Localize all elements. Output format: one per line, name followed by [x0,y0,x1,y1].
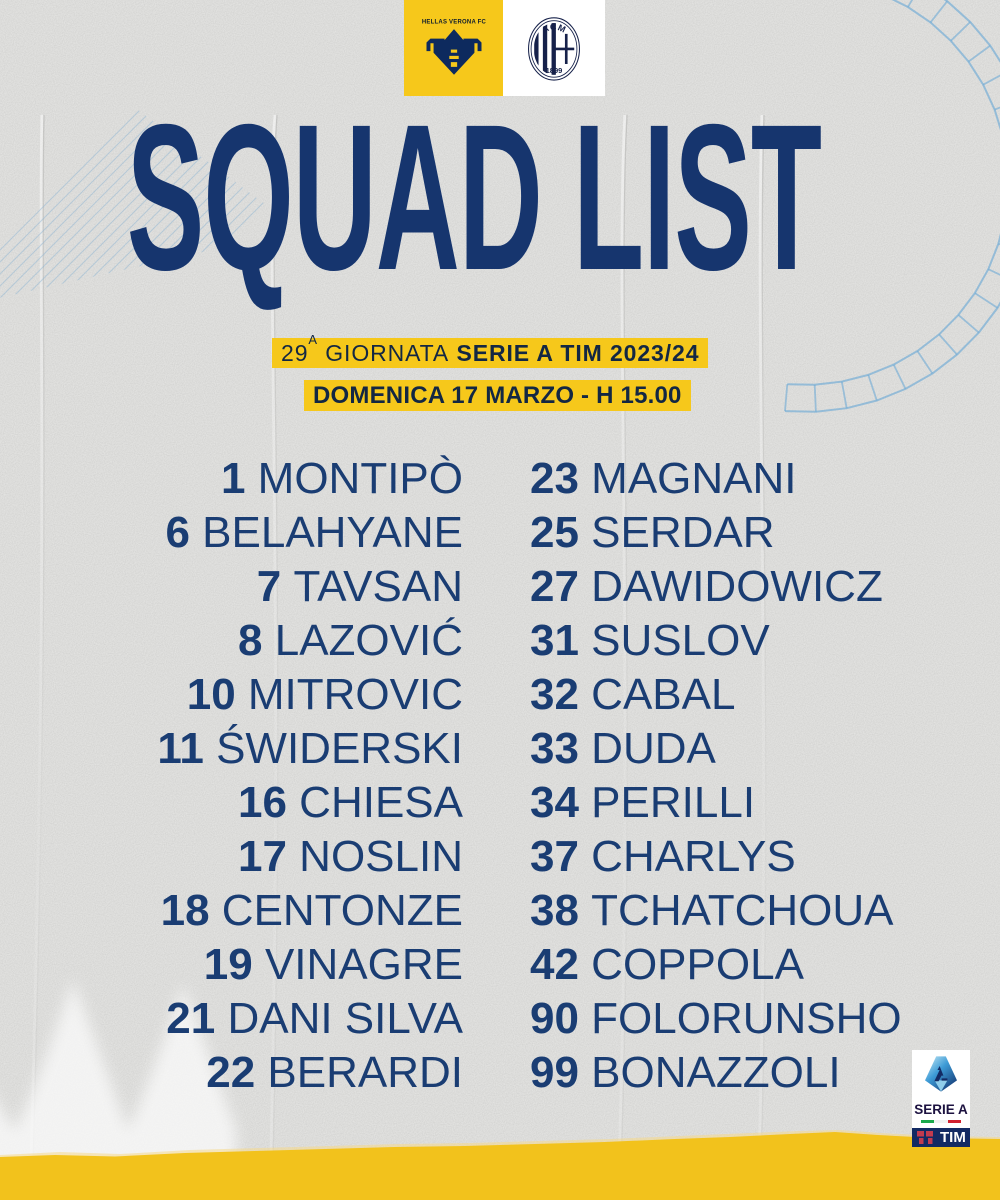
svg-text:1899: 1899 [546,66,563,75]
svg-text:HELLAS VERONA FC: HELLAS VERONA FC [421,20,486,26]
